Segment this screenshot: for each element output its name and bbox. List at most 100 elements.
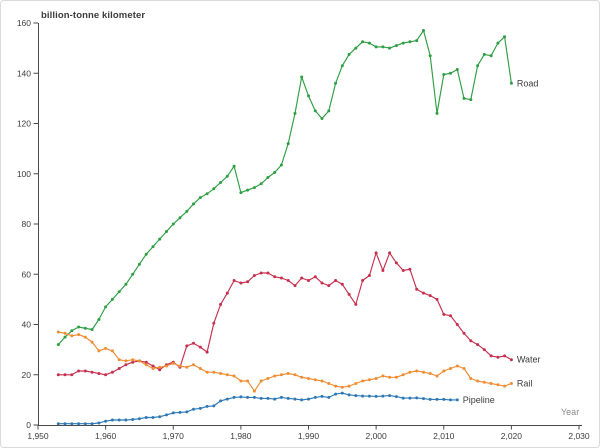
data-point (131, 360, 135, 364)
data-point (408, 370, 412, 374)
data-point (340, 385, 344, 389)
data-point (313, 395, 317, 399)
data-point (422, 370, 425, 374)
data-point (239, 379, 243, 383)
data-point (509, 81, 513, 85)
data-point (137, 417, 141, 421)
data-point (185, 209, 189, 213)
data-point (171, 411, 175, 415)
data-point (137, 262, 141, 266)
data-point (83, 369, 87, 373)
data-point (279, 395, 283, 399)
x-tick-label: 2,020 (501, 431, 523, 441)
data-point (70, 334, 74, 338)
data-point (97, 349, 101, 353)
data-point (192, 341, 195, 345)
data-point (320, 117, 324, 120)
data-point (462, 96, 466, 100)
data-point (340, 391, 344, 395)
data-point (313, 378, 317, 382)
data-point (90, 370, 94, 374)
data-point (63, 373, 67, 377)
data-point (408, 40, 412, 44)
data-point (273, 397, 277, 401)
data-point (307, 397, 310, 401)
data-point (158, 415, 162, 419)
data-point (476, 343, 480, 347)
data-point (307, 377, 310, 380)
data-point (158, 368, 162, 372)
data-point (300, 375, 304, 379)
data-point (252, 186, 256, 190)
data-point (110, 418, 114, 422)
data-point (171, 361, 175, 365)
data-point (83, 326, 87, 330)
data-point (232, 395, 236, 399)
data-point (56, 422, 60, 426)
data-point (225, 397, 229, 401)
data-point (286, 396, 290, 400)
data-point (198, 367, 202, 370)
data-point (77, 369, 81, 373)
data-point (90, 328, 94, 331)
data-point (225, 174, 229, 178)
data-point (361, 394, 365, 398)
data-point (70, 422, 74, 426)
data-point (219, 399, 223, 403)
data-point (246, 395, 250, 399)
data-point (489, 354, 493, 358)
data-point (428, 54, 432, 58)
data-point (97, 318, 101, 321)
y-tick-label: 140 (17, 68, 31, 78)
data-point (212, 321, 216, 325)
data-point (205, 370, 209, 374)
data-point (259, 182, 263, 186)
series-points-water (56, 251, 513, 377)
data-point (367, 41, 371, 45)
data-point (239, 191, 243, 195)
data-point (388, 394, 392, 398)
data-point (401, 269, 405, 272)
data-point (131, 358, 135, 362)
data-point (165, 364, 168, 368)
data-point (185, 365, 189, 369)
series-points-rail (56, 330, 513, 393)
data-point (476, 64, 480, 68)
data-point (144, 360, 148, 364)
data-point (165, 230, 168, 233)
x-tick-label: 2,010 (433, 431, 455, 441)
data-point (225, 373, 229, 377)
x-tick-label: 2,000 (365, 431, 387, 441)
data-point (273, 374, 277, 378)
data-point (212, 187, 216, 191)
data-point (327, 382, 331, 385)
data-point (205, 350, 209, 354)
data-point (394, 375, 398, 379)
data-point (449, 71, 452, 75)
data-point (455, 68, 459, 71)
data-point (171, 222, 175, 226)
data-point (205, 192, 209, 196)
data-point (442, 369, 446, 373)
data-point (300, 75, 304, 79)
data-point (259, 396, 263, 400)
data-point (388, 251, 392, 255)
data-point (496, 41, 500, 45)
chart-title: billion-tonne kilometer (41, 10, 146, 21)
y-tick-label: 20 (22, 370, 32, 380)
data-point (394, 261, 398, 265)
data-point (293, 373, 297, 377)
data-point (449, 314, 452, 318)
data-point (503, 35, 507, 39)
data-point (273, 171, 277, 174)
data-point (347, 52, 351, 56)
y-tick-label: 0 (26, 420, 31, 430)
y-tick-label: 40 (22, 320, 32, 330)
data-point (428, 294, 432, 298)
y-tick-label: 160 (17, 18, 31, 28)
data-point (469, 339, 473, 343)
y-tick-label: 60 (22, 269, 32, 279)
data-point (266, 377, 270, 380)
